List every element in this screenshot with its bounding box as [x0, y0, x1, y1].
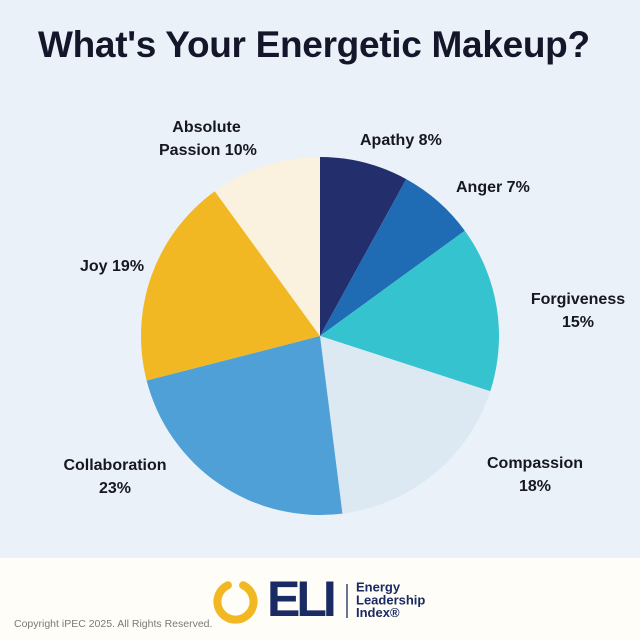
- svg-text:Index®: Index®: [356, 605, 400, 620]
- svg-text:ELI: ELI: [267, 571, 334, 627]
